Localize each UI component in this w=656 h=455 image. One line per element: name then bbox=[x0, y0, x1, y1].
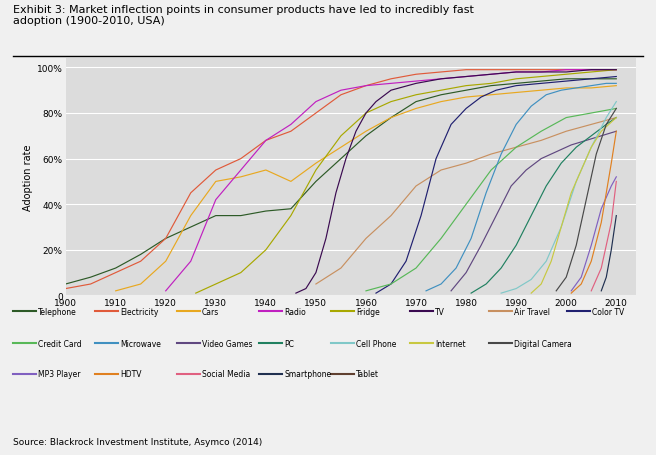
Text: Radio: Radio bbox=[284, 307, 306, 316]
Text: Tablet: Tablet bbox=[356, 369, 379, 379]
Text: Microwave: Microwave bbox=[120, 339, 161, 348]
Text: Exhibit 3: Market inflection points in consumer products have led to incredibly : Exhibit 3: Market inflection points in c… bbox=[13, 5, 474, 26]
Text: Internet: Internet bbox=[435, 339, 466, 348]
Text: Telephone: Telephone bbox=[38, 307, 77, 316]
Text: MP3 Player: MP3 Player bbox=[38, 369, 81, 379]
Text: Video Games: Video Games bbox=[202, 339, 253, 348]
Text: Fridge: Fridge bbox=[356, 307, 380, 316]
Text: Cell Phone: Cell Phone bbox=[356, 339, 397, 348]
Text: Color TV: Color TV bbox=[592, 307, 625, 316]
Text: Source: Blackrock Investment Institute, Asymco (2014): Source: Blackrock Investment Institute, … bbox=[13, 437, 262, 446]
Text: Social Media: Social Media bbox=[202, 369, 251, 379]
Text: HDTV: HDTV bbox=[120, 369, 142, 379]
Text: Electricity: Electricity bbox=[120, 307, 158, 316]
Text: Cars: Cars bbox=[202, 307, 219, 316]
Text: Digital Camera: Digital Camera bbox=[514, 339, 571, 348]
Text: PC: PC bbox=[284, 339, 294, 348]
Text: TV: TV bbox=[435, 307, 445, 316]
Text: Smartphone: Smartphone bbox=[284, 369, 331, 379]
Text: Credit Card: Credit Card bbox=[38, 339, 82, 348]
Text: Air Travel: Air Travel bbox=[514, 307, 550, 316]
Y-axis label: Adoption rate: Adoption rate bbox=[23, 144, 33, 211]
